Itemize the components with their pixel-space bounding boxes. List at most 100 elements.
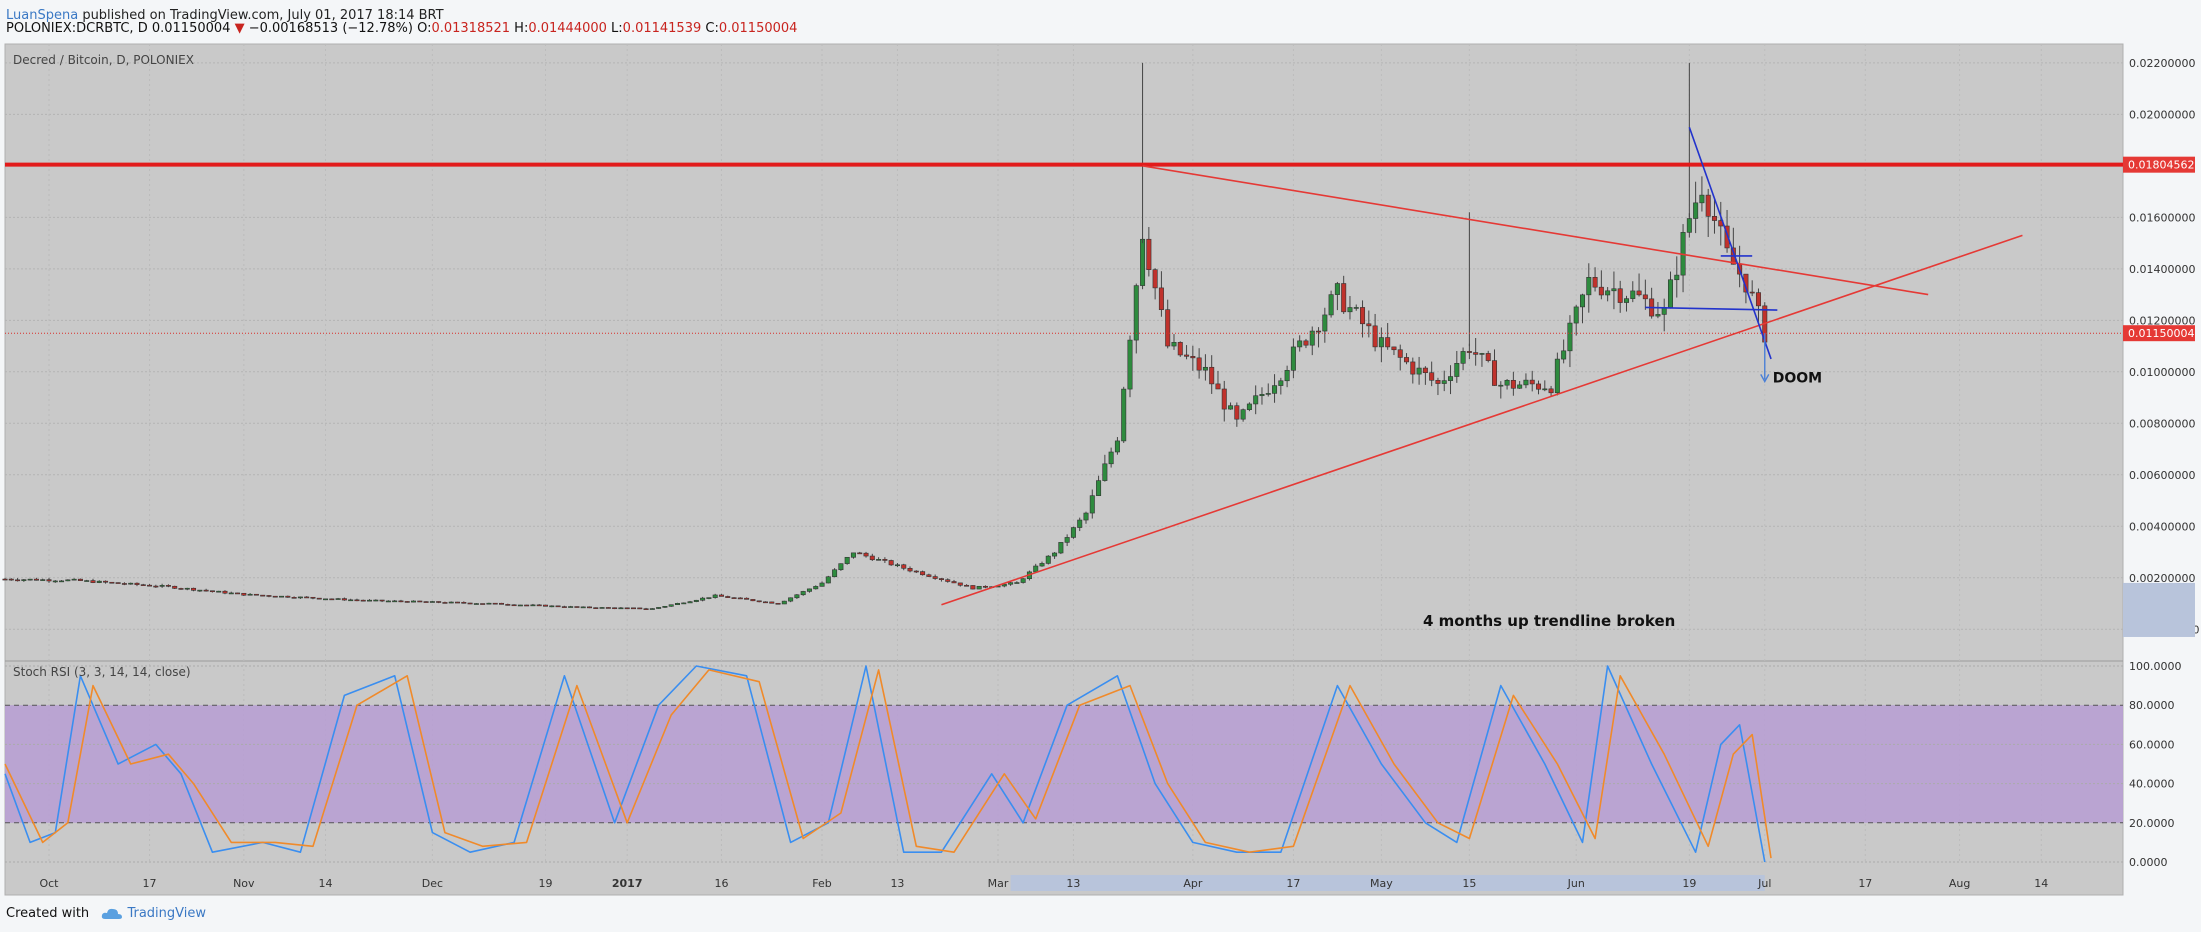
- time-tick-label: 14: [319, 877, 333, 890]
- candle: [951, 579, 957, 584]
- candle: [486, 602, 492, 605]
- candle: [1259, 387, 1265, 405]
- candle: [40, 578, 46, 581]
- candle: [1435, 377, 1441, 396]
- open-label: O:: [417, 21, 432, 36]
- price-tick-label: 0.02000000: [2129, 108, 2195, 121]
- candle: [624, 607, 630, 610]
- candle: [1523, 373, 1529, 389]
- candle: [291, 596, 297, 599]
- rsi-tick-label: 40.0000: [2129, 778, 2175, 791]
- candle: [1360, 300, 1366, 338]
- candle: [1316, 327, 1322, 348]
- candle: [580, 606, 586, 609]
- tradingview-logo[interactable]: TradingView: [101, 906, 206, 921]
- candle: [499, 602, 505, 605]
- trendline-3[interactable]: [1688, 126, 1772, 360]
- candle: [134, 582, 140, 587]
- candle: [1580, 293, 1586, 324]
- candle: [1234, 402, 1240, 427]
- candle: [247, 593, 253, 596]
- candle: [737, 597, 743, 600]
- candle: [1146, 227, 1152, 277]
- candle: [222, 590, 228, 595]
- created-with-text: Created with: [6, 906, 90, 921]
- candle: [1410, 357, 1416, 384]
- candle: [411, 600, 417, 603]
- candle: [1008, 582, 1014, 586]
- rsi-series-k: [4, 665, 1766, 863]
- candle: [1114, 437, 1120, 455]
- candle: [574, 606, 580, 608]
- candle: [1158, 271, 1164, 317]
- candle: [1303, 338, 1309, 349]
- candle: [1567, 315, 1573, 368]
- trendline-1[interactable]: [941, 234, 2023, 606]
- candle: [216, 590, 222, 593]
- candle: [700, 596, 706, 602]
- candle: [241, 592, 247, 596]
- candle: [769, 601, 775, 604]
- candle: [1278, 377, 1284, 395]
- time-tick-label: 19: [1682, 877, 1696, 890]
- open-value: 0.01318521: [431, 21, 511, 36]
- candle: [178, 587, 184, 590]
- candle: [901, 563, 907, 571]
- candle: [354, 598, 360, 602]
- candle: [1246, 402, 1252, 412]
- arrow-head-icon: [1760, 374, 1770, 383]
- candle: [794, 594, 800, 599]
- author-link[interactable]: LuanSpena: [6, 8, 79, 23]
- candle: [128, 582, 134, 585]
- time-tick-label: Aug: [1949, 877, 1970, 890]
- candle: [775, 602, 781, 605]
- candle: [725, 595, 731, 598]
- change: −0.00168513 (−12.78%): [248, 21, 413, 36]
- candle: [159, 583, 165, 588]
- candle: [310, 596, 316, 600]
- candle: [15, 578, 21, 582]
- candle: [718, 593, 724, 597]
- trendline-4[interactable]: [1645, 306, 1778, 311]
- candle: [668, 604, 674, 607]
- candle: [637, 607, 643, 610]
- candle: [467, 602, 473, 605]
- candle: [1127, 335, 1133, 398]
- candle: [272, 595, 278, 598]
- price-marker-bg: [2123, 325, 2195, 342]
- candle: [1290, 338, 1296, 379]
- time-tick-label: Oct: [39, 877, 59, 890]
- low-value: 0.01141539: [622, 21, 702, 36]
- candle: [1347, 296, 1353, 320]
- candle: [266, 595, 272, 598]
- candle: [1429, 361, 1435, 387]
- candle: [681, 602, 687, 605]
- candle: [360, 599, 366, 602]
- price-tick-label: 0.01000000: [2129, 366, 2195, 379]
- candle: [1755, 288, 1761, 322]
- trendline-annotation: 4 months up trendline broken: [1423, 612, 1675, 630]
- candle: [744, 597, 750, 600]
- candle: [662, 606, 668, 608]
- price-tick-label: 0.01200000: [2129, 314, 2195, 327]
- candle: [1630, 281, 1636, 303]
- candle: [373, 599, 379, 602]
- published-text: published on TradingView.com, July 01, 2…: [82, 8, 444, 23]
- candle: [542, 604, 548, 607]
- candle: [96, 580, 102, 584]
- candle: [505, 603, 511, 606]
- candle: [1404, 353, 1410, 365]
- candle: [1529, 370, 1535, 392]
- trendline-2[interactable]: [1142, 165, 1929, 296]
- price-tick-label: 0.01600000: [2129, 211, 2195, 224]
- time-tick-label: 13: [1066, 877, 1080, 890]
- candle: [1177, 341, 1183, 357]
- candle: [593, 607, 599, 609]
- candle: [555, 605, 561, 608]
- candle: [84, 579, 90, 582]
- candle: [863, 551, 869, 558]
- candle: [1014, 581, 1020, 584]
- candle: [913, 570, 919, 574]
- candle: [316, 597, 322, 600]
